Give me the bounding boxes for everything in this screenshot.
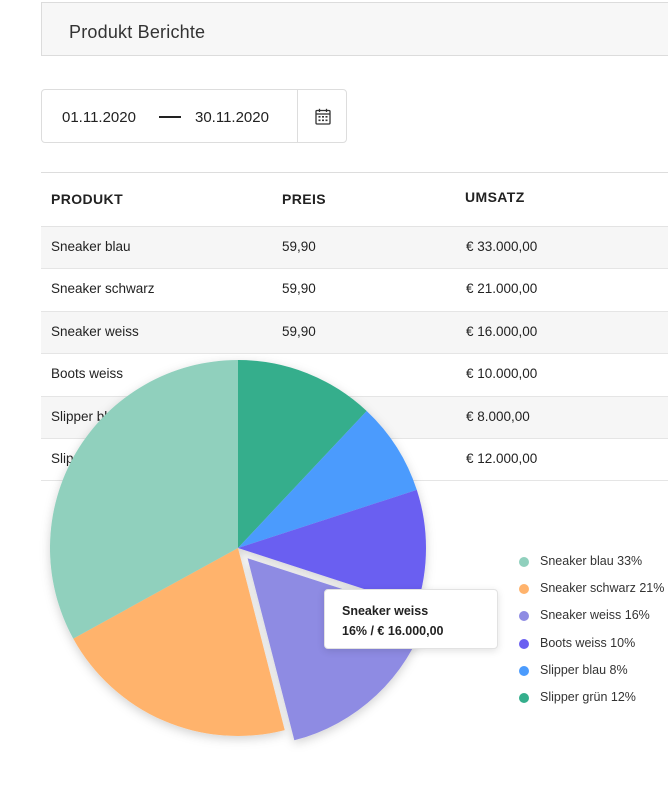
- legend-marker: [519, 665, 529, 676]
- table-header: PRODUKT PREIS UMSATZ: [41, 173, 668, 227]
- cell-price: 59,90: [282, 281, 316, 297]
- legend-marker: [519, 557, 529, 567]
- cell-revenue: € 21.000,00: [466, 281, 538, 297]
- date-range-separator: [159, 116, 181, 118]
- page-title: Produkt Berichte: [69, 22, 206, 42]
- column-header-product[interactable]: PRODUKT: [51, 191, 124, 207]
- pie-slice-sneaker-blau[interactable]: [49, 360, 239, 639]
- calendar-button[interactable]: [297, 90, 347, 142]
- cell-revenue: € 10.000,00: [466, 366, 538, 382]
- table-row[interactable]: Sneaker schwarz 59,90 € 21.000,00: [41, 269, 668, 312]
- legend-label: Sneaker blau 33%: [540, 554, 643, 568]
- cell-price: 59,90: [282, 239, 316, 254]
- pie-slice-sneaker-schwarz[interactable]: [73, 548, 285, 736]
- legend-label: Sneaker weiss 16%: [540, 608, 650, 623]
- calendar-icon: [314, 108, 331, 125]
- cell-revenue: € 33.000,00: [466, 239, 538, 254]
- legend-label: Boots weiss 10%: [540, 635, 636, 650]
- page-header: Produkt Berichte: [41, 2, 668, 56]
- cell-revenue: € 12.000,00: [466, 450, 538, 466]
- cell-product: Sneaker weiss: [51, 323, 139, 339]
- legend-marker: [519, 692, 529, 703]
- cell-revenue: € 8.000,00: [466, 408, 530, 424]
- tooltip-value: 16% / € 16.000,00: [342, 624, 444, 638]
- legend-label: Slipper blau 8%: [540, 662, 628, 677]
- chart-tooltip: Sneaker weiss 16% / € 16.000,00: [324, 589, 498, 649]
- tooltip-title: Sneaker weiss: [342, 604, 429, 618]
- table-row[interactable]: Sneaker weiss 59,90 € 16.000,00: [41, 311, 668, 355]
- table-row[interactable]: Sneaker blau 59,90 € 33.000,00: [41, 227, 668, 270]
- pie-slice-boots-weiss[interactable]: [238, 489, 426, 607]
- pie-slice-slipper-grün[interactable]: [238, 360, 367, 548]
- cell-price: 59,90: [282, 323, 316, 339]
- date-range-picker[interactable]: 01.11.2020 30.11.2020: [41, 89, 347, 143]
- legend-label: Slipper grün 12%: [540, 689, 636, 704]
- date-end-field[interactable]: 30.11.2020: [195, 109, 269, 126]
- cell-product: Sneaker blau: [51, 239, 131, 254]
- pie-slice-slipper-blau[interactable]: [238, 410, 417, 548]
- legend-marker: [519, 638, 529, 649]
- cell-product: Sneaker schwarz: [51, 281, 155, 297]
- legend-label: Sneaker schwarz 21%: [540, 581, 665, 596]
- cell-revenue: € 16.000,00: [466, 323, 538, 339]
- table-row[interactable]: Boots weiss € 10.000,00: [41, 354, 668, 397]
- cell-product: Boots weiss: [51, 366, 124, 382]
- date-start-field[interactable]: 01.11.2020: [62, 109, 136, 126]
- column-header-revenue[interactable]: UMSATZ: [465, 189, 525, 205]
- legend-marker: [519, 584, 529, 595]
- legend-marker: [519, 611, 529, 622]
- column-header-price[interactable]: PREIS: [282, 191, 327, 207]
